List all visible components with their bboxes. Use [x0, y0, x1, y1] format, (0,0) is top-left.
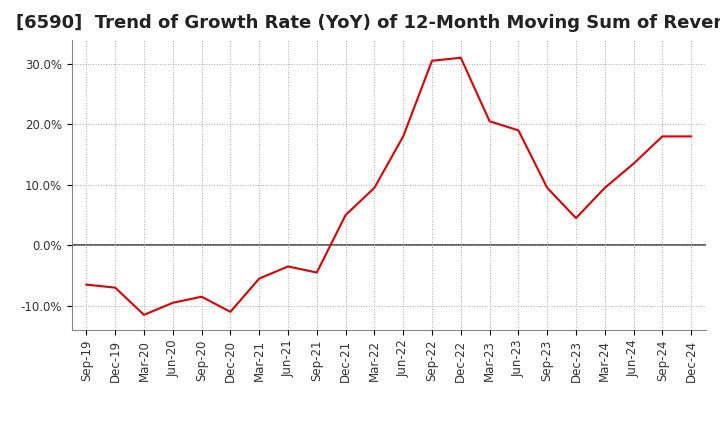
Title: [6590]  Trend of Growth Rate (YoY) of 12-Month Moving Sum of Revenues: [6590] Trend of Growth Rate (YoY) of 12-… — [16, 15, 720, 33]
